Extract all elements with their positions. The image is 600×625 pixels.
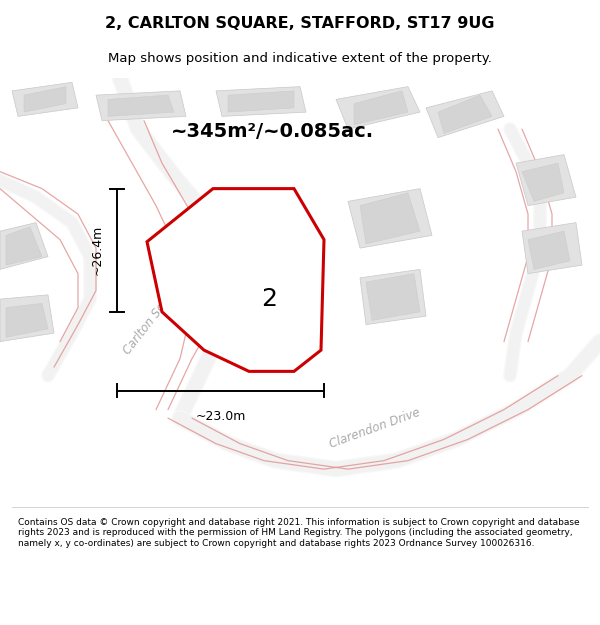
Polygon shape [6,303,48,338]
Polygon shape [348,189,432,248]
Polygon shape [354,91,408,125]
Polygon shape [360,193,420,244]
Text: Carlton Square: Carlton Square [121,279,185,357]
Polygon shape [516,154,576,206]
Polygon shape [96,91,186,121]
Polygon shape [522,222,582,274]
Text: ~345m²/~0.085ac.: ~345m²/~0.085ac. [171,122,374,141]
Polygon shape [426,91,504,138]
Text: ~23.0m: ~23.0m [196,409,245,422]
Text: Clarendon Drive: Clarendon Drive [328,406,422,451]
Polygon shape [216,87,306,116]
Polygon shape [528,231,570,269]
Polygon shape [0,222,48,269]
Polygon shape [228,91,294,112]
Text: 2: 2 [262,287,277,311]
Polygon shape [366,274,420,321]
Polygon shape [6,227,42,265]
Text: ~26.4m: ~26.4m [91,225,104,276]
Polygon shape [12,82,78,116]
Polygon shape [24,87,66,112]
Polygon shape [360,269,426,324]
Text: Map shows position and indicative extent of the property.: Map shows position and indicative extent… [108,52,492,65]
Text: Contains OS data © Crown copyright and database right 2021. This information is : Contains OS data © Crown copyright and d… [18,518,580,548]
Polygon shape [147,189,324,371]
Polygon shape [0,295,54,342]
Polygon shape [522,163,564,201]
Polygon shape [336,87,420,129]
Polygon shape [108,95,174,116]
Text: 2, CARLTON SQUARE, STAFFORD, ST17 9UG: 2, CARLTON SQUARE, STAFFORD, ST17 9UG [105,16,495,31]
Polygon shape [438,95,492,133]
